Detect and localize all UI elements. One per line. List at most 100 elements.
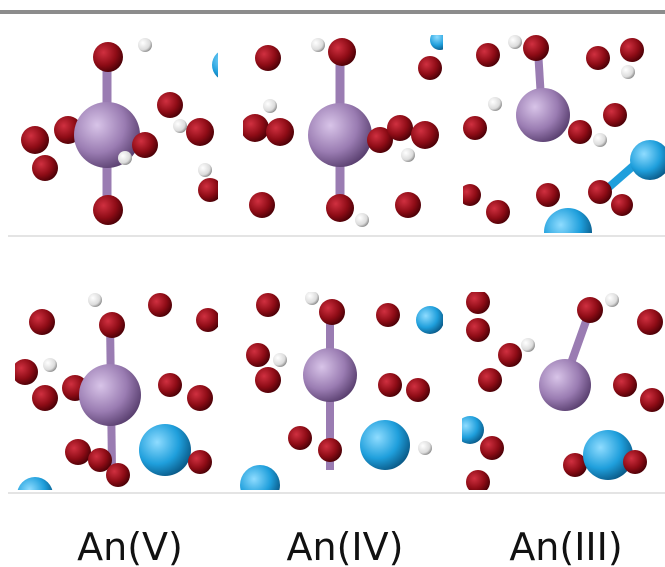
panel-an-iv-top <box>241 30 450 227</box>
atom-o <box>106 463 130 487</box>
atom-o <box>620 38 644 62</box>
atom-o <box>603 103 627 127</box>
atom-h <box>593 133 607 147</box>
atom-o <box>255 367 281 393</box>
atom-o <box>328 38 356 66</box>
atom-h <box>508 35 522 49</box>
atom-o <box>463 116 487 140</box>
atom-b <box>544 208 592 256</box>
atom-h <box>198 163 212 177</box>
atom-o <box>157 92 183 118</box>
atom-o <box>32 385 58 411</box>
atom-h <box>138 38 152 52</box>
atom-an <box>516 88 570 142</box>
atom-h <box>311 38 325 52</box>
atom-b <box>212 49 244 81</box>
atom-o <box>158 373 182 397</box>
atom-o <box>640 388 664 412</box>
atom-o <box>255 45 281 71</box>
atom-o <box>266 118 294 146</box>
atom-o <box>148 293 172 317</box>
atom-o <box>188 450 212 474</box>
atom-o <box>256 293 280 317</box>
panel-an-v-top <box>21 38 244 225</box>
atom-o <box>406 378 430 402</box>
atom-o <box>378 373 402 397</box>
atom-o <box>132 132 158 158</box>
panel-an-iv-bottom <box>240 291 444 505</box>
atom-h <box>118 151 132 165</box>
atom-o <box>318 438 342 462</box>
atom-an <box>308 103 372 167</box>
atom-o <box>319 299 345 325</box>
atom-o <box>478 368 502 392</box>
atom-o <box>466 318 490 342</box>
atom-o <box>376 303 400 327</box>
atom-o <box>459 184 481 206</box>
atom-o <box>65 439 91 465</box>
panel-an-iii-top <box>459 35 665 256</box>
atom-o <box>637 309 663 335</box>
atom-o <box>326 194 354 222</box>
atom-o <box>93 42 123 72</box>
atom-h <box>305 291 319 305</box>
atom-o <box>29 309 55 335</box>
atom-h <box>521 338 535 352</box>
panel-label: An(III) <box>509 525 622 567</box>
atom-o <box>486 200 510 224</box>
atom-b <box>630 140 665 180</box>
atom-o <box>476 43 500 67</box>
atom-h <box>173 119 187 133</box>
atom-o <box>93 195 123 225</box>
atom-o <box>536 183 560 207</box>
atom-b <box>416 306 444 334</box>
panel-an-iii-bottom <box>456 290 664 494</box>
atom-o <box>586 46 610 70</box>
atom-b <box>17 477 53 513</box>
atom-o <box>588 180 612 204</box>
atom-o <box>198 178 222 202</box>
atom-o <box>387 115 413 141</box>
atom-b <box>240 465 280 505</box>
atom-o <box>623 450 647 474</box>
atom-o <box>246 343 270 367</box>
atom-o <box>466 290 490 314</box>
panel-label: An(IV) <box>287 525 404 567</box>
atom-h <box>43 358 57 372</box>
atom-o <box>288 426 312 450</box>
atom-h <box>605 293 619 307</box>
atom-an <box>303 348 357 402</box>
atom-an <box>539 359 591 411</box>
atom-o <box>466 470 490 494</box>
atom-b <box>360 420 410 470</box>
atom-o <box>523 35 549 61</box>
atom-an <box>79 364 141 426</box>
atom-o <box>32 155 58 181</box>
atom-h <box>263 99 277 113</box>
atom-o <box>577 297 603 323</box>
atom-h <box>88 293 102 307</box>
atom-b <box>456 416 484 444</box>
atom-o <box>418 56 442 80</box>
atom-h <box>418 441 432 455</box>
atom-b <box>430 30 450 50</box>
atom-h <box>488 97 502 111</box>
atom-h <box>355 213 369 227</box>
atom-o <box>611 194 633 216</box>
atom-o <box>568 120 592 144</box>
atom-o <box>411 121 439 149</box>
panel-an-v-bottom <box>12 293 220 513</box>
panel-label: An(V) <box>77 525 183 567</box>
atom-o <box>613 373 637 397</box>
atom-o <box>249 192 275 218</box>
atom-b <box>139 424 191 476</box>
atom-o <box>186 118 214 146</box>
atom-o <box>498 343 522 367</box>
atom-h <box>621 65 635 79</box>
atom-o <box>99 312 125 338</box>
atom-o <box>395 192 421 218</box>
top-rule <box>0 10 665 14</box>
atom-o <box>480 436 504 460</box>
atom-o <box>241 114 269 142</box>
atom-o <box>21 126 49 154</box>
